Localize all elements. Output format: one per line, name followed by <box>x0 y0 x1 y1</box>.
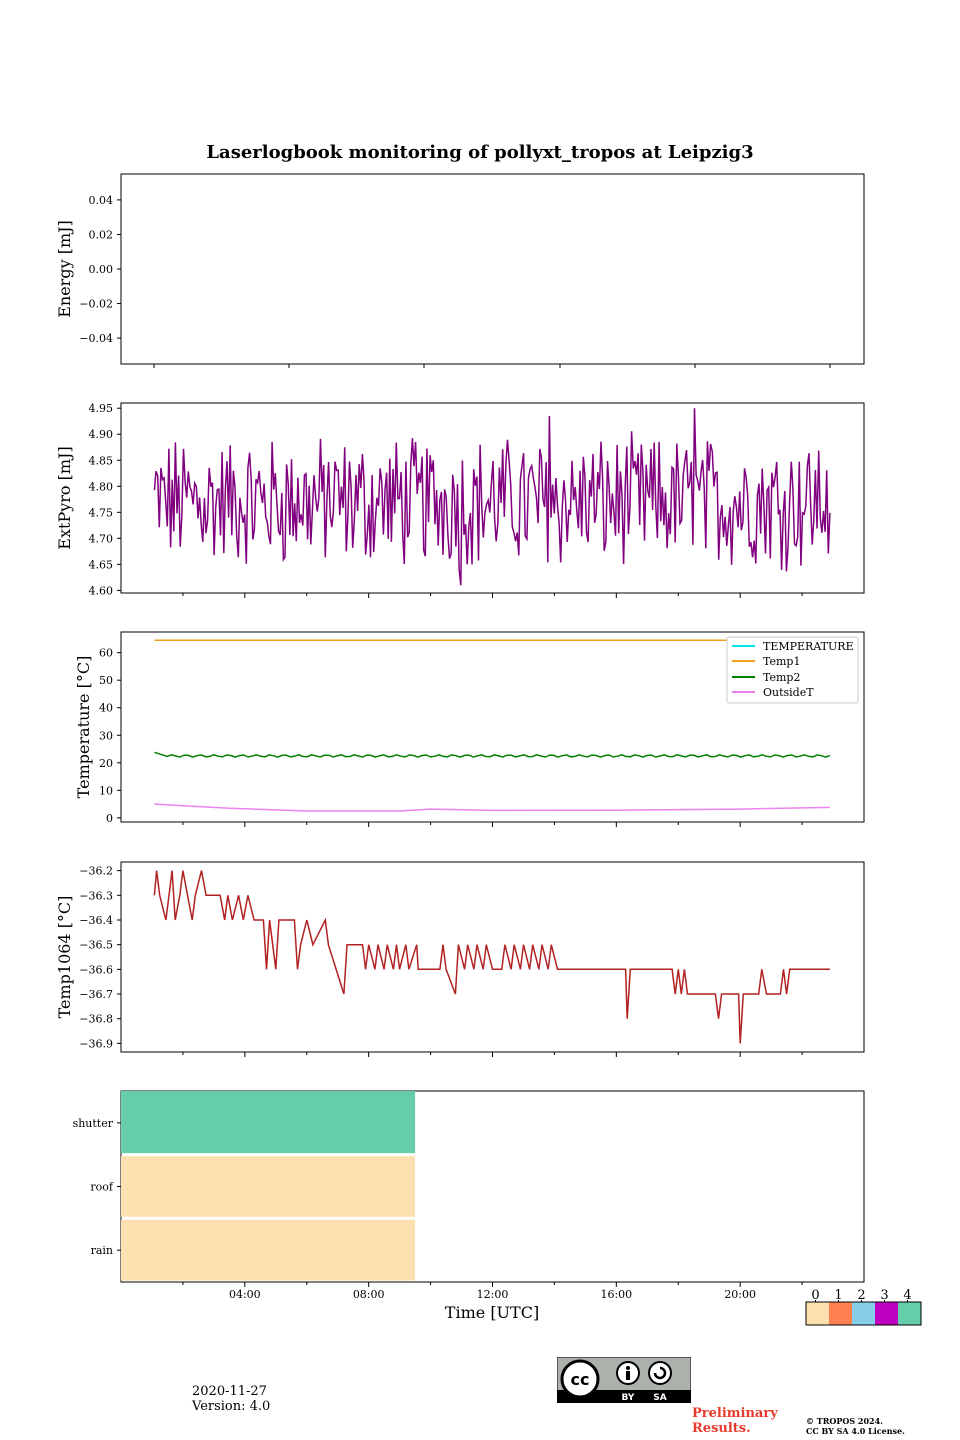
temperature-legend: TEMPERATURE Temp1 Temp2 OutsideT <box>726 636 859 704</box>
temperature-y-tick-label: 10 <box>99 784 113 797</box>
footer-version: Version: 4.0 <box>192 1399 271 1414</box>
temperature-y-tick-label: 50 <box>99 674 113 687</box>
copyright-line1: © TROPOS 2024. <box>806 1416 883 1426</box>
temp2-series-line <box>154 751 831 758</box>
temp1064-y-axis-label: Temp1064 [°C] <box>55 896 74 1019</box>
extpyro-y-tick-label: 4.95 <box>89 402 114 415</box>
temp1064-y-tick-label: −36.2 <box>79 865 113 878</box>
prelim-line1: Preliminary <box>692 1406 778 1421</box>
energy-y-axis-label: Energy [mJ] <box>55 220 74 318</box>
temperature-y-tick-label: 0 <box>106 812 113 825</box>
energy-panel: 0.04 0.02 0.00 −0.02 −0.04 Energy [mJ] <box>55 173 865 368</box>
extpyro-series-line <box>153 408 831 586</box>
extpyro-y-tick-label: 4.75 <box>89 506 114 519</box>
energy-y-tick-label: 0.00 <box>89 263 114 276</box>
copyright-line2: CC BY SA 4.0 License. <box>806 1426 905 1436</box>
status-label-rain: rain <box>91 1244 113 1257</box>
colorbar-tick-label: 0 <box>811 1288 819 1303</box>
legend-label-temp1: Temp1 <box>763 655 800 668</box>
colorbar-swatch <box>898 1302 921 1325</box>
x-axis-label: Time [UTC] <box>445 1303 539 1322</box>
status-label-roof: roof <box>90 1181 114 1194</box>
legend-label-temperature: TEMPERATURE <box>763 640 854 653</box>
temperature-y-tick-label: 40 <box>99 702 113 715</box>
status-bar-rain <box>121 1219 416 1281</box>
extpyro-y-tick-label: 4.60 <box>89 584 114 597</box>
cc-by-sa-badge: cc BY SA <box>557 1357 691 1403</box>
temp1064-y-tick-label: −36.8 <box>79 1013 113 1026</box>
colorbar-frame <box>805 1301 922 1326</box>
x-tick-label: 20:00 <box>724 1288 756 1301</box>
x-tick-label: 04:00 <box>229 1288 261 1301</box>
status-label-shutter: shutter <box>73 1117 114 1130</box>
temp1064-y-tick-label: −36.7 <box>79 988 113 1001</box>
temperature-y-tick-label: 30 <box>99 729 113 742</box>
colorbar-tick-label: 4 <box>903 1288 911 1303</box>
temperature-y-tick-label: 60 <box>99 647 113 660</box>
energy-axes-frame <box>120 173 865 365</box>
temp1064-series-line <box>153 870 830 1044</box>
preliminary-results-note: Preliminary Results. <box>692 1406 802 1436</box>
extpyro-y-tick-label: 4.85 <box>89 454 114 467</box>
extpyro-y-tick-label: 4.65 <box>89 558 114 571</box>
share-alike-icon <box>648 1361 672 1385</box>
colorbar-swatch <box>829 1302 852 1325</box>
cc-icon <box>560 1359 600 1399</box>
extpyro-y-tick-label: 4.80 <box>89 480 114 493</box>
cc-sa-text: SA <box>653 1393 666 1403</box>
energy-y-tick-label: −0.04 <box>79 332 113 345</box>
colorbar-swatch <box>806 1302 829 1325</box>
outsidet-series-line <box>154 803 830 812</box>
chart-title: Laserlogbook monitoring of pollyxt_tropo… <box>206 142 753 163</box>
colorbar-tick-label: 2 <box>857 1288 865 1303</box>
cc-by-text: BY <box>622 1393 635 1403</box>
temp1064-y-tick-label: −36.5 <box>79 939 113 952</box>
x-tick-label: 12:00 <box>477 1288 509 1301</box>
colorbar-swatch <box>852 1302 875 1325</box>
copyright-note: © TROPOS 2024. CC BY SA 4.0 License. <box>806 1416 956 1436</box>
cc-icon-text: cc <box>571 1370 590 1389</box>
prelim-line2: Results. <box>692 1421 751 1436</box>
extpyro-y-tick-label: 4.70 <box>89 532 114 545</box>
extpyro-y-tick-label: 4.90 <box>89 428 114 441</box>
temp1064-y-tick-label: −36.3 <box>79 889 113 902</box>
energy-y-tick-label: 0.02 <box>89 228 114 241</box>
temp1064-panel: −36.2 −36.3 −36.4 −36.5 −36.6 −36.7 −36.8 −36.9… <box>55 861 865 1057</box>
status-bar-shutter <box>121 1091 416 1154</box>
energy-y-tick-label: −0.02 <box>79 298 113 311</box>
colorbar-tick-label: 3 <box>880 1288 888 1303</box>
temp1064-y-tick-label: −36.6 <box>79 963 113 976</box>
temp1064-y-tick-label: −36.4 <box>79 914 113 927</box>
extpyro-y-axis-label: ExtPyro [mJ] <box>55 446 74 549</box>
footer-date: 2020-11-27 <box>192 1384 267 1399</box>
energy-y-tick-label: 0.04 <box>89 194 114 207</box>
x-tick-label: 08:00 <box>353 1288 385 1301</box>
temp1064-y-tick-label: −36.9 <box>79 1037 113 1050</box>
temperature-y-axis-label: Temperature [°C] <box>74 656 93 799</box>
status-panel: shutter roof rain 04:00 08:00 12:00 16:00 20:00 <box>73 1090 865 1301</box>
legend-label-outsidet: OutsideT <box>763 686 814 699</box>
temperature-y-tick-label: 20 <box>99 757 113 770</box>
temp1064-axes-frame <box>120 861 865 1053</box>
extpyro-panel: 4.95 4.90 4.85 4.80 4.75 4.70 4.65 4.60 ExtPyro … <box>55 402 865 598</box>
x-tick-label: 16:00 <box>600 1288 632 1301</box>
colorbar-tick-label: 1 <box>834 1288 842 1303</box>
legend-label-temp2: Temp2 <box>763 671 800 684</box>
colorbar-swatch <box>875 1302 898 1325</box>
status-bar-roof <box>121 1156 416 1217</box>
